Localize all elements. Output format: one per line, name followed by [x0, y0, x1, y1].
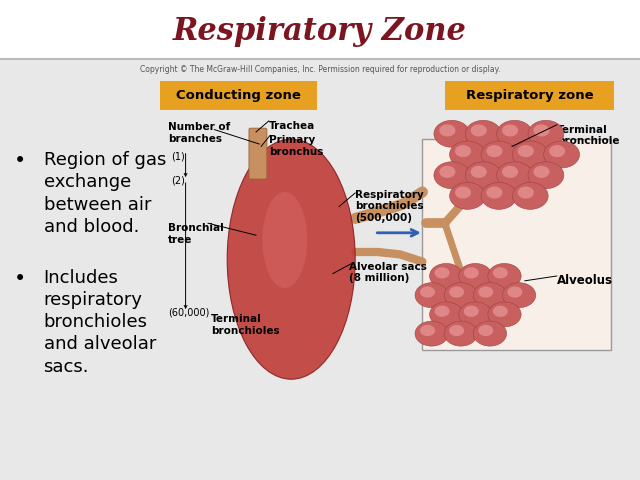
Circle shape — [502, 124, 518, 136]
Circle shape — [481, 182, 517, 209]
Circle shape — [488, 264, 521, 288]
Ellipse shape — [227, 139, 355, 379]
Circle shape — [474, 321, 507, 346]
Text: Alveolus: Alveolus — [557, 274, 613, 287]
Text: Terminal
bronchiole: Terminal bronchiole — [557, 125, 620, 146]
Circle shape — [513, 141, 548, 168]
Circle shape — [420, 325, 435, 336]
Circle shape — [429, 302, 463, 327]
Text: (1): (1) — [172, 151, 185, 161]
Text: (60,000): (60,000) — [168, 307, 209, 317]
Text: Copyright © The McGraw-Hill Companies, Inc. Permission required for reproduction: Copyright © The McGraw-Hill Companies, I… — [140, 65, 500, 74]
Circle shape — [486, 145, 502, 157]
Circle shape — [439, 166, 456, 178]
Ellipse shape — [262, 192, 307, 288]
Text: Number of
branches: Number of branches — [168, 122, 230, 144]
Circle shape — [464, 306, 479, 317]
Circle shape — [429, 264, 463, 288]
Text: Respiratory zone: Respiratory zone — [466, 88, 594, 102]
Circle shape — [449, 325, 464, 336]
Circle shape — [497, 162, 532, 189]
Circle shape — [549, 145, 565, 157]
Circle shape — [493, 267, 508, 278]
Circle shape — [528, 120, 564, 147]
Text: Respiratory Zone: Respiratory Zone — [173, 16, 467, 47]
Circle shape — [455, 187, 471, 199]
Circle shape — [450, 182, 486, 209]
Circle shape — [449, 287, 464, 298]
Circle shape — [434, 120, 470, 147]
FancyBboxPatch shape — [160, 81, 317, 110]
Circle shape — [435, 267, 449, 278]
Circle shape — [450, 141, 486, 168]
FancyBboxPatch shape — [0, 59, 640, 480]
FancyBboxPatch shape — [445, 81, 614, 110]
Text: Primary
bronchus: Primary bronchus — [269, 135, 323, 157]
Circle shape — [478, 325, 493, 336]
Text: Respiratory
bronchioles
(500,000): Respiratory bronchioles (500,000) — [355, 190, 424, 223]
Circle shape — [497, 120, 532, 147]
Circle shape — [508, 287, 522, 298]
Circle shape — [470, 166, 487, 178]
Circle shape — [518, 187, 534, 199]
Text: Conducting zone: Conducting zone — [175, 88, 301, 102]
Text: •: • — [14, 151, 26, 171]
Circle shape — [465, 120, 501, 147]
Text: Trachea: Trachea — [269, 121, 315, 131]
Circle shape — [493, 306, 508, 317]
Circle shape — [459, 302, 492, 327]
Text: Terminal
bronchioles: Terminal bronchioles — [211, 314, 280, 336]
FancyBboxPatch shape — [249, 128, 267, 179]
Circle shape — [434, 162, 470, 189]
Text: Alveolar sacs
(8 million): Alveolar sacs (8 million) — [349, 262, 427, 283]
Circle shape — [533, 124, 550, 136]
Circle shape — [435, 306, 449, 317]
FancyBboxPatch shape — [422, 139, 611, 350]
Text: (2): (2) — [172, 175, 186, 185]
Circle shape — [543, 141, 579, 168]
Text: •: • — [14, 269, 26, 289]
Circle shape — [481, 141, 517, 168]
Circle shape — [502, 283, 536, 308]
Circle shape — [459, 264, 492, 288]
Circle shape — [444, 321, 477, 346]
Circle shape — [474, 283, 507, 308]
Text: Bronchial
tree: Bronchial tree — [168, 223, 223, 245]
Circle shape — [465, 162, 501, 189]
Circle shape — [470, 124, 487, 136]
Text: Region of gas
exchange
between air
and blood.: Region of gas exchange between air and b… — [44, 151, 166, 236]
Circle shape — [533, 166, 550, 178]
Circle shape — [420, 287, 435, 298]
Circle shape — [486, 187, 502, 199]
Circle shape — [444, 283, 477, 308]
Circle shape — [415, 283, 448, 308]
Circle shape — [513, 182, 548, 209]
Text: Includes
respiratory
bronchioles
and alveolar
sacs.: Includes respiratory bronchioles and alv… — [44, 269, 156, 376]
Circle shape — [415, 321, 448, 346]
Circle shape — [464, 267, 479, 278]
Circle shape — [518, 145, 534, 157]
Circle shape — [528, 162, 564, 189]
Circle shape — [488, 302, 521, 327]
Circle shape — [439, 124, 456, 136]
Circle shape — [502, 166, 518, 178]
Circle shape — [455, 145, 471, 157]
Circle shape — [478, 287, 493, 298]
